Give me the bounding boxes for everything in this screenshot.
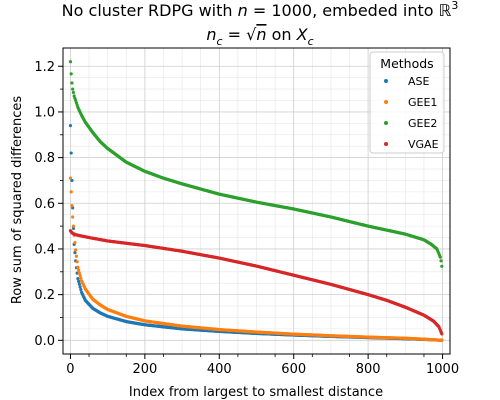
series-gee1 — [68, 176, 444, 342]
point-ase — [71, 226, 76, 230]
legend-box — [369, 51, 445, 154]
y-tick-label: 0.6 — [34, 197, 55, 212]
x-tick-label: 800 — [356, 362, 381, 377]
point-gee2 — [438, 255, 442, 259]
legend-entries: ASE GEE1 GEE2 VGAE — [384, 75, 439, 151]
point-gee1 — [73, 240, 77, 245]
x-axis-label: Index from largest to smallest distance — [129, 385, 383, 400]
y-tick-label: 0.0 — [34, 334, 55, 349]
x-tick-label: 400 — [207, 362, 232, 377]
legend-marker-ase — [384, 79, 388, 83]
legend-marker-vgae — [384, 142, 388, 146]
legend-marker-gee2 — [384, 121, 388, 125]
point-ase — [69, 151, 73, 155]
y-tick-label: 1.2 — [34, 60, 55, 75]
point-gee2 — [440, 264, 444, 268]
point-gee1 — [70, 203, 74, 208]
point-ase — [79, 288, 83, 292]
point-ase — [70, 178, 74, 183]
point-gee1 — [440, 338, 444, 342]
series-vgae — [68, 229, 444, 336]
point-gee1 — [75, 260, 79, 264]
point-gee1 — [74, 254, 78, 258]
point-gee1 — [74, 248, 78, 252]
point-gee2 — [71, 87, 75, 91]
legend-label-gee1: GEE1 — [408, 96, 437, 109]
point-gee1 — [77, 268, 81, 272]
y-tick-label: 0.4 — [34, 242, 55, 257]
point-ase — [77, 282, 81, 286]
point-vgae — [440, 332, 444, 336]
series-ase — [68, 124, 444, 342]
legend-marker-gee1 — [384, 100, 388, 104]
y-tick-label: 0.8 — [34, 151, 55, 166]
point-ase — [76, 277, 80, 281]
x-tick-label: 1000 — [426, 362, 459, 377]
point-ase — [77, 279, 81, 283]
chart-title-line1: No cluster RDPG with n = 1000, embeded i… — [62, 0, 459, 20]
data-points — [68, 60, 444, 342]
point-gee2 — [71, 90, 76, 95]
point-gee2 — [68, 60, 73, 64]
point-gee1 — [79, 276, 83, 280]
chart-title-line2: nc = √n on Xc — [206, 25, 313, 48]
point-gee1 — [77, 271, 81, 275]
x-tick-label: 600 — [281, 362, 306, 377]
legend-label-gee2: GEE2 — [408, 117, 437, 130]
point-gee2 — [69, 72, 73, 76]
point-gee2 — [70, 81, 74, 85]
x-tick-label: 0 — [66, 362, 74, 377]
point-gee1 — [71, 224, 76, 228]
point-gee1 — [68, 176, 73, 180]
point-ase — [78, 285, 82, 289]
point-gee1 — [78, 273, 82, 278]
plot-frame — [62, 47, 451, 355]
point-ase — [73, 251, 77, 255]
point-gee1 — [76, 265, 80, 269]
y-tick-label: 0.2 — [34, 288, 55, 303]
legend: Methods ASE GEE1 GEE2 VGAE — [369, 51, 445, 154]
x-tick-label: 200 — [132, 362, 157, 377]
point-ase — [68, 124, 73, 128]
legend-title: Methods — [380, 56, 433, 71]
legend-label-vgae: VGAE — [408, 138, 439, 151]
point-gee1 — [69, 190, 73, 194]
point-gee2 — [439, 259, 443, 263]
legend-label-ase: ASE — [408, 75, 430, 88]
axis-ticks: 0 200 400 600 800 1000 0.0 0.2 0.4 0.6 0.8 1.0 1.2 — [34, 60, 459, 377]
y-axis-label: Row sum of squared differences — [10, 96, 25, 305]
series-gee2 — [68, 60, 444, 268]
point-gee1 — [71, 215, 75, 219]
y-tick-label: 1.0 — [34, 105, 55, 120]
